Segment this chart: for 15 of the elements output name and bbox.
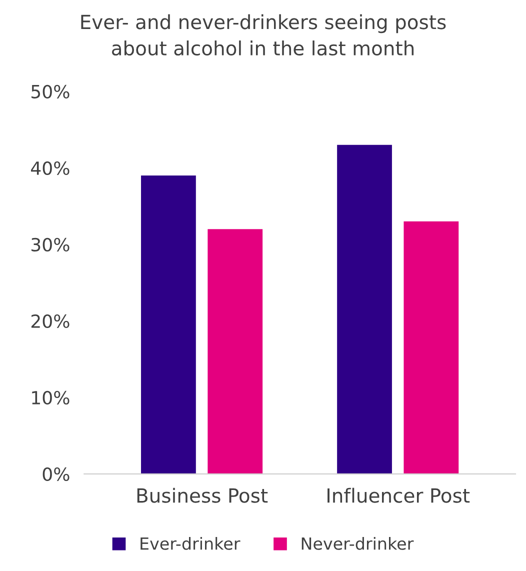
bar [208, 229, 263, 474]
bar [337, 144, 392, 474]
y-tick-label: 30% [32, 238, 70, 252]
bar [404, 221, 459, 474]
legend-label: Ever-drinker [140, 537, 240, 550]
y-tick-label: 20% [31, 314, 70, 328]
legend-label: Never-drinker [302, 537, 414, 550]
y-tick-label: 40% [31, 161, 70, 175]
y-tick-label: 10% [32, 390, 70, 405]
bar [141, 176, 196, 474]
x-tick-label: Business Post [137, 488, 268, 503]
y-tick-label: 50% [32, 84, 70, 98]
chart-title: Ever- and never-drinkers seeing posts about alcohol in the last month [81, 14, 446, 56]
x-tick-label: Influencer Post [328, 488, 470, 503]
y-tick-label: 0% [42, 467, 70, 482]
